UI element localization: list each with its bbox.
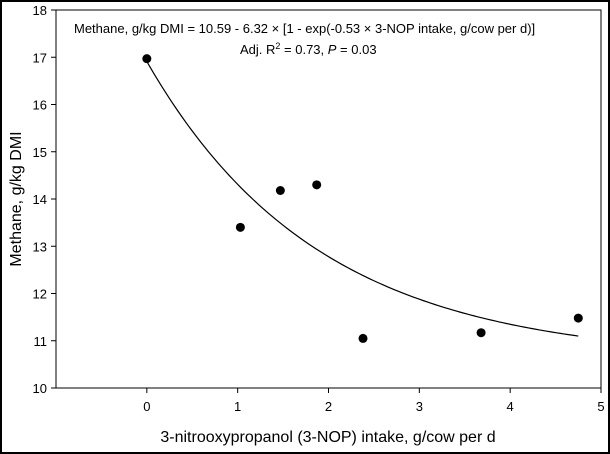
adj-r2-value: = 0.73, [280,42,327,57]
y-tick-label: 13 [33,239,47,254]
y-tick-label: 11 [34,334,48,349]
y-axis-ticks: 10 11 12 13 14 15 16 17 18 [33,3,56,396]
x-tick-label: 3 [416,399,423,414]
x-axis-title: 3-nitrooxypropanol (3-NOP) intake, g/cow… [160,429,495,446]
x-tick-label: 4 [507,399,514,414]
y-axis-title: Methane, g/kg DMI [8,131,25,266]
x-tick-label: 1 [234,399,241,414]
p-symbol: P [328,42,337,57]
equation-annotation: Methane, g/kg DMI = 10.59 - 6.32 × [1 - … [74,21,535,36]
data-point [142,54,152,64]
fitted-curve [146,61,579,337]
plot-area [55,9,602,389]
y-tick-label: 18 [33,3,47,18]
data-points [142,54,583,343]
y-tick-label: 14 [33,192,47,207]
y-tick-label: 10 [33,381,47,396]
x-axis-ticks: 0 1 2 3 4 5 [143,388,605,414]
data-point [275,185,285,195]
y-tick-label: 15 [33,145,47,160]
data-point [235,222,245,232]
data-point [358,333,368,343]
x-tick-label: 0 [143,399,150,414]
y-tick-label: 17 [33,50,47,65]
y-tick-label: 16 [33,98,47,113]
fit-stats-annotation: Adj. R2 = 0.73, P = 0.03 [240,41,377,57]
x-tick-label: 2 [325,399,332,414]
data-point [573,313,583,323]
p-value: = 0.03 [336,42,376,57]
data-point [312,180,322,190]
x-tick-label: 5 [597,399,604,414]
adj-r2-label: Adj. R [240,42,275,57]
r2-superscript: 2 [275,41,280,51]
y-tick-label: 12 [33,287,47,302]
data-point [476,328,486,338]
